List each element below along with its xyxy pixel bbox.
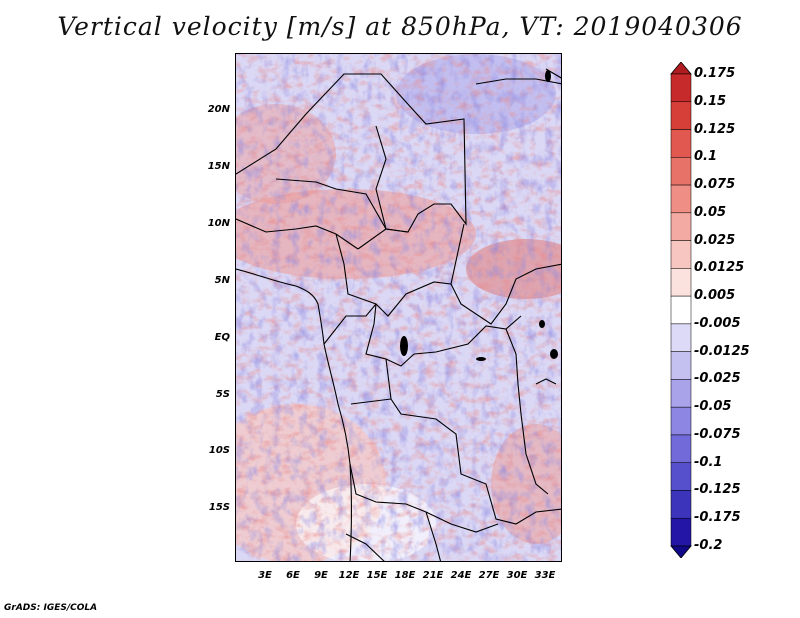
colorbar-label: 0.05 [694, 204, 727, 220]
x-tick-label: 27E [478, 570, 500, 581]
colorbar-segment [670, 62, 692, 75]
colorbar-segment [670, 434, 692, 463]
colorbar-label: -0.2 [694, 538, 723, 553]
colorbar-segment [670, 268, 692, 297]
x-tick-label: 3E [258, 570, 272, 581]
colorbar-segment [670, 129, 692, 158]
colorbar [670, 62, 692, 558]
chart-title: Vertical velocity [m/s] at 850hPa, VT: 2… [57, 12, 743, 41]
colorbar-label: 0.005 [694, 288, 736, 304]
x-tick-label: 18E [394, 570, 416, 581]
colorbar-label: 0.15 [694, 93, 727, 109]
colorbar-label: -0.075 [694, 426, 741, 442]
colorbar-segment [670, 212, 692, 241]
colorbar-label: 0.1 [694, 149, 718, 165]
colorbar-label: 0.125 [694, 121, 736, 137]
y-tick-label: 10S [208, 445, 230, 456]
y-tick-label: 20N [207, 104, 230, 115]
x-tick-label: 12E [338, 570, 360, 581]
colorbar-label: -0.05 [694, 399, 732, 415]
colorbar-segment [670, 101, 692, 130]
y-tick-label: 5S [215, 389, 230, 400]
colorbar-label: 0.175 [694, 66, 736, 81]
colorbar-segment [670, 157, 692, 186]
y-tick-label: 15S [208, 502, 230, 513]
colorbar-segment [670, 462, 692, 491]
colorbar-label: -0.1 [694, 454, 723, 470]
y-tick-label: 5N [214, 275, 230, 286]
colorbar-segment [670, 517, 692, 547]
x-tick-label: 21E [422, 570, 444, 581]
x-tick-label: 6E [286, 570, 300, 581]
colorbar-segment [670, 323, 692, 352]
colorbar-segment [670, 240, 692, 269]
colorbar-segment [670, 379, 692, 408]
colorbar-label: -0.175 [694, 510, 741, 526]
x-tick-label: 15E [366, 570, 388, 581]
colorbar-label: 0.075 [694, 177, 736, 193]
colorbar-segment [670, 295, 692, 325]
colorbar-segment [670, 351, 692, 380]
colorbar-segment [670, 184, 692, 214]
colorbar-label: 0.025 [694, 232, 736, 248]
colorbar-segment [670, 490, 692, 519]
colorbar-label: 0.0125 [694, 260, 745, 276]
map-panel [235, 53, 562, 562]
footer-credit: GrADS: IGES/COLA [4, 603, 98, 613]
x-tick-label: 30E [506, 570, 528, 581]
colorbar-segment [670, 73, 692, 103]
y-tick-label: EQ [214, 332, 230, 343]
colorbar-segment [670, 406, 692, 436]
y-tick-label: 10N [207, 218, 230, 229]
colorbar-label: -0.005 [694, 315, 741, 331]
colorbar-label: -0.0125 [694, 343, 750, 359]
colorbar-label: -0.025 [694, 371, 741, 387]
x-tick-label: 9E [314, 570, 328, 581]
vertical-velocity-field [236, 54, 561, 561]
colorbar-label: -0.125 [694, 482, 741, 498]
colorbar-segment [670, 545, 692, 558]
x-tick-label: 33E [534, 570, 556, 581]
x-tick-label: 24E [450, 570, 472, 581]
y-tick-label: 15N [207, 161, 230, 172]
